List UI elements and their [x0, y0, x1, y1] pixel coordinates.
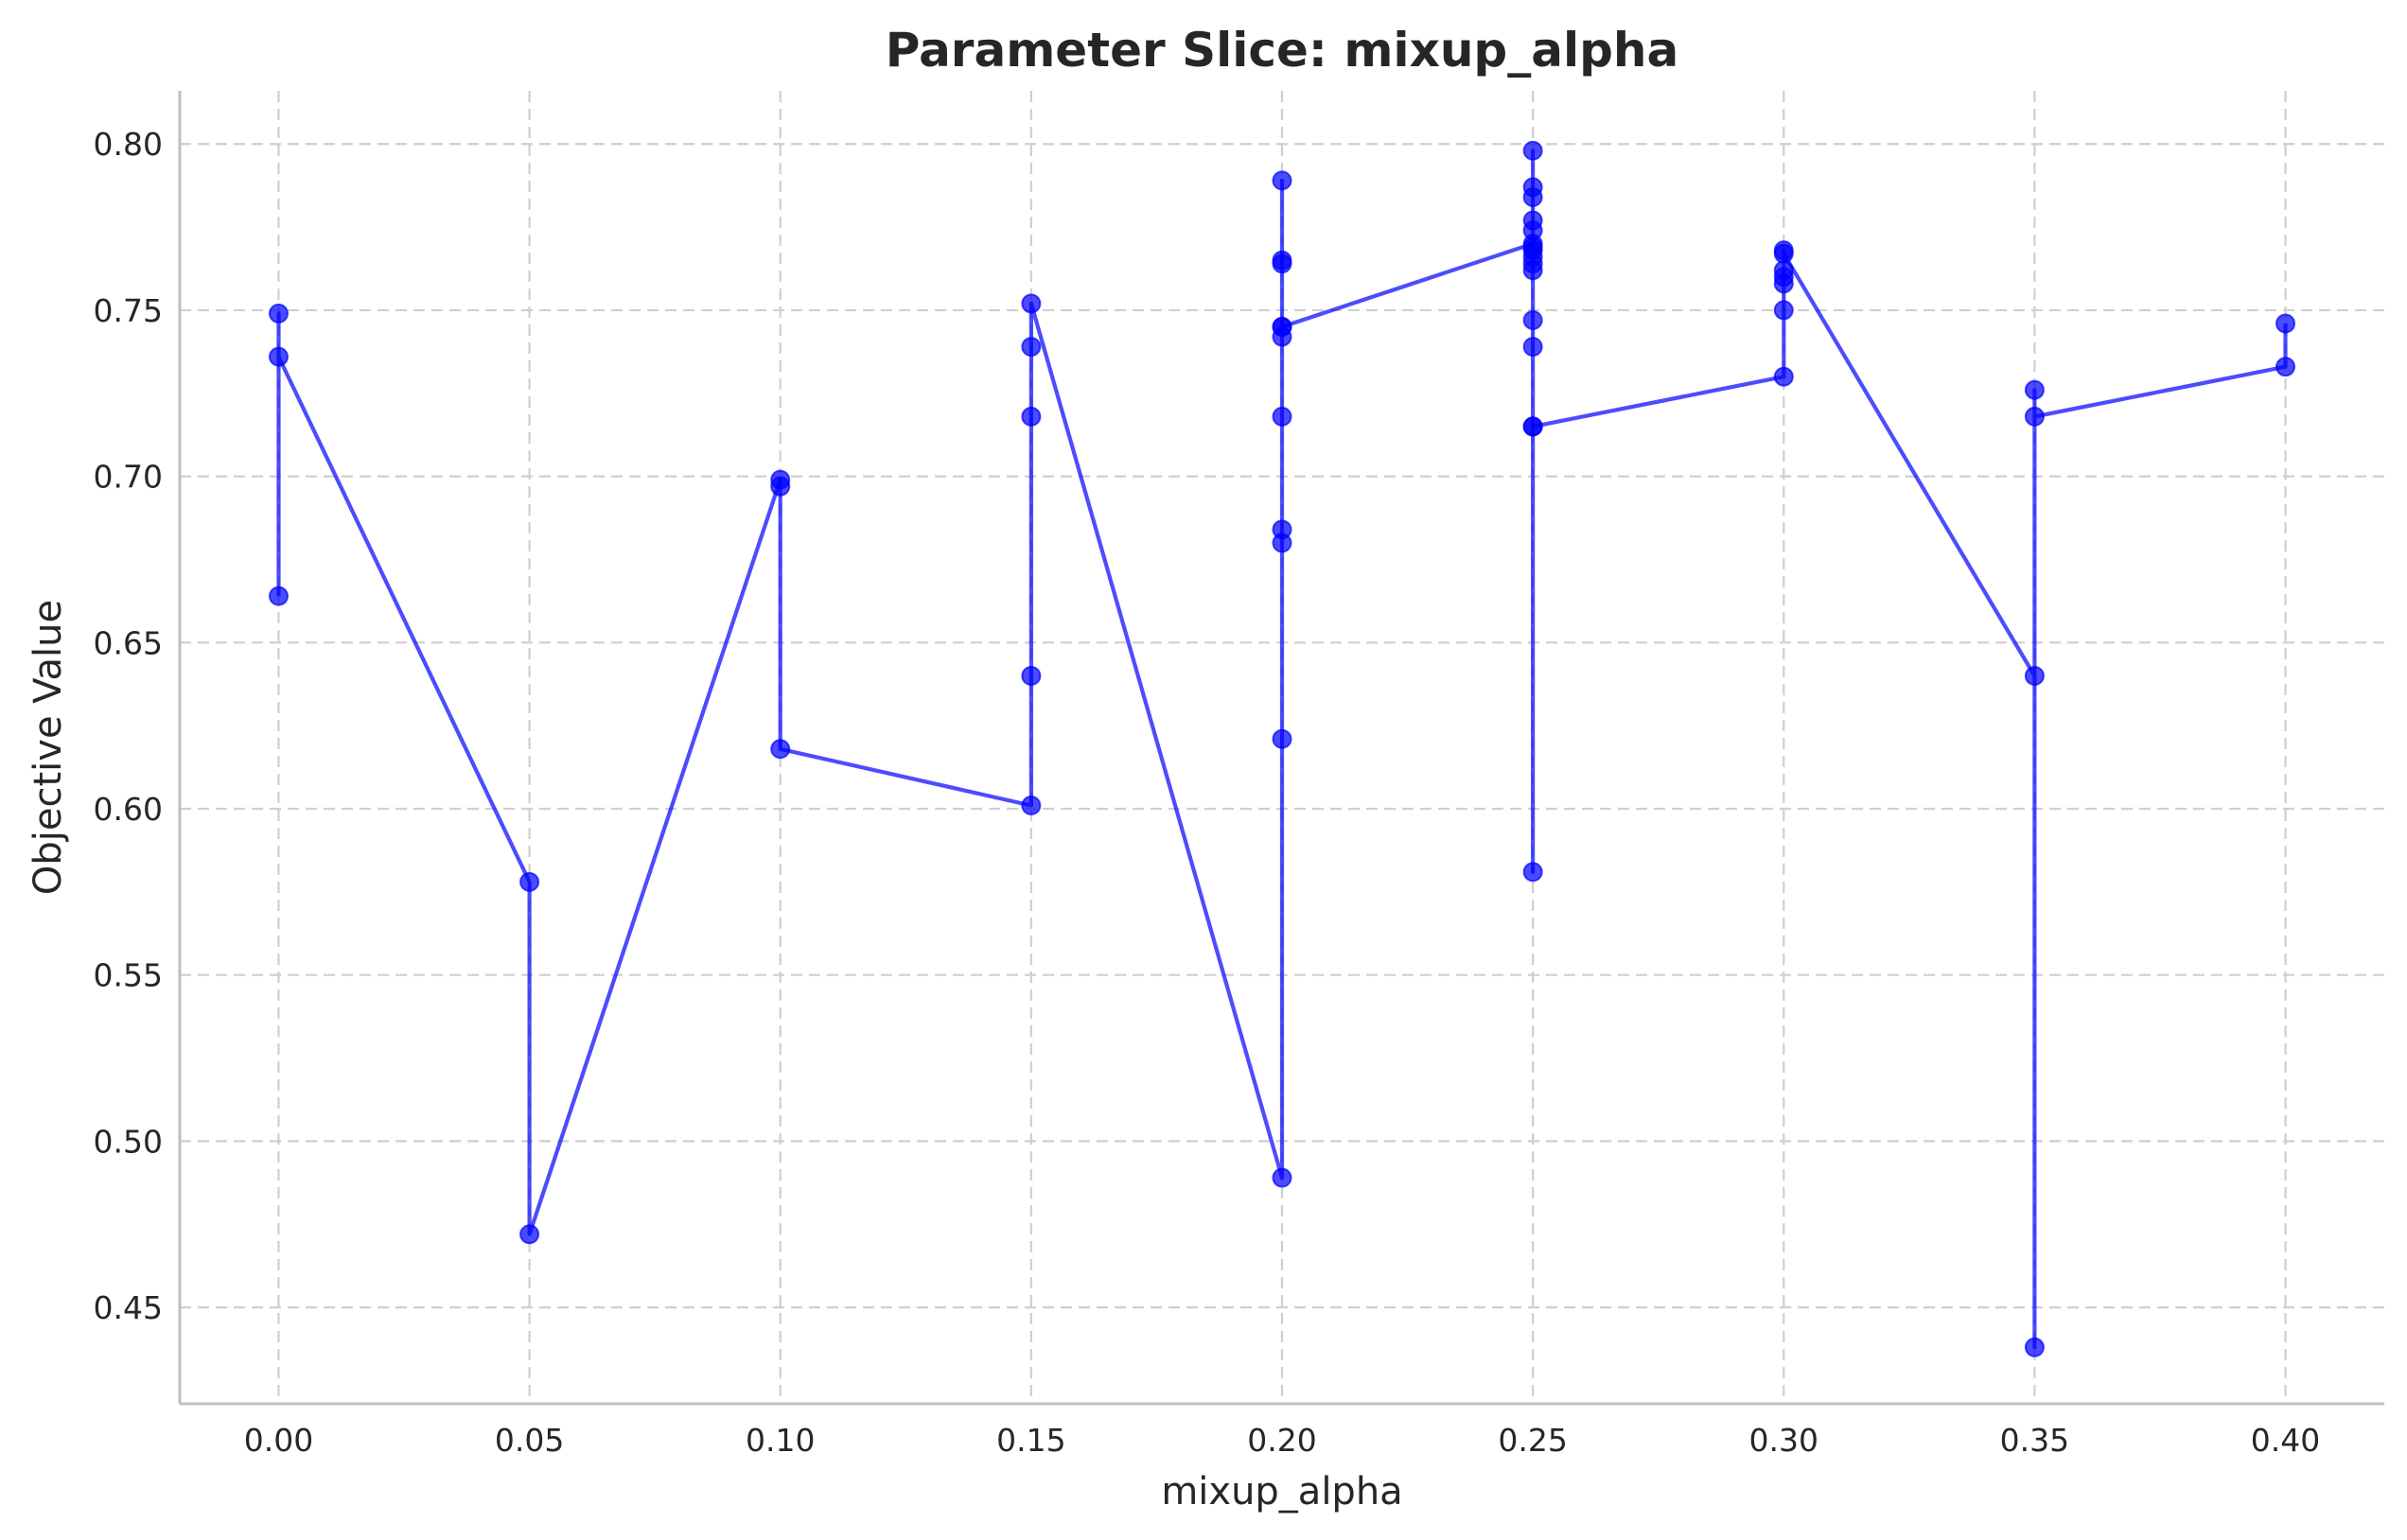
data-point — [1021, 293, 1042, 314]
chart-title: Parameter Slice: mixup_alpha — [886, 23, 1678, 78]
x-tick-label: 0.30 — [1749, 1422, 1818, 1459]
data-point — [1021, 406, 1042, 427]
data-point — [519, 871, 540, 892]
data-point — [1272, 254, 1292, 274]
data-point — [1773, 300, 1794, 321]
y-tick-label: 0.75 — [94, 292, 163, 329]
data-point — [2024, 665, 2045, 686]
data-point — [2275, 313, 2296, 334]
data-point — [1522, 236, 1543, 257]
data-point — [1021, 665, 1042, 686]
data-point — [770, 476, 791, 497]
data-point — [1773, 243, 1794, 264]
x-tick-label: 0.00 — [244, 1422, 313, 1459]
x-tick-label: 0.10 — [746, 1422, 815, 1459]
data-point — [1272, 1167, 1292, 1188]
data-point — [519, 1224, 540, 1245]
data-point — [1522, 862, 1543, 883]
y-tick-label: 0.70 — [94, 459, 163, 496]
data-point — [1522, 337, 1543, 358]
y-tick-labels: 0.45 0.50 0.55 0.60 0.65 0.70 0.75 0.80 — [94, 126, 163, 1326]
x-tick-label: 0.40 — [2251, 1422, 2320, 1459]
data-point — [1522, 260, 1543, 281]
x-tick-label: 0.35 — [2000, 1422, 2069, 1459]
y-tick-label: 0.60 — [94, 791, 163, 828]
y-tick-label: 0.65 — [94, 624, 163, 661]
data-point — [268, 303, 289, 324]
data-point — [1522, 416, 1543, 437]
data-point — [1021, 795, 1042, 815]
data-point — [1272, 519, 1292, 540]
data-point — [2024, 406, 2045, 427]
y-tick-label: 0.45 — [94, 1289, 163, 1326]
data-point — [268, 346, 289, 367]
x-tick-labels: 0.00 0.05 0.10 0.15 0.20 0.25 0.30 0.35 0.40 — [244, 1422, 2321, 1459]
data-point — [1272, 406, 1292, 427]
x-tick-label: 0.25 — [1498, 1422, 1567, 1459]
x-axis-label: mixup_alpha — [1161, 1470, 1402, 1514]
data-point — [1272, 316, 1292, 337]
y-axis-label: Objective Value — [26, 600, 70, 895]
data-point — [1522, 220, 1543, 241]
y-tick-label: 0.80 — [94, 126, 163, 163]
x-tick-label: 0.05 — [495, 1422, 564, 1459]
data-point — [1773, 260, 1794, 281]
data-point — [1272, 170, 1292, 191]
y-tick-label: 0.55 — [94, 957, 163, 994]
data-point — [1522, 140, 1543, 161]
data-point — [2024, 1337, 2045, 1357]
data-point — [268, 586, 289, 606]
series — [268, 140, 2296, 1357]
data-point — [1272, 728, 1292, 749]
data-point — [2024, 379, 2045, 400]
data-point — [1773, 366, 1794, 387]
data-point — [2275, 357, 2296, 377]
data-point — [770, 739, 791, 760]
x-tick-label: 0.15 — [996, 1422, 1065, 1459]
data-point — [1021, 337, 1042, 358]
data-point — [1522, 186, 1543, 207]
x-tick-label: 0.20 — [1247, 1422, 1316, 1459]
y-tick-label: 0.50 — [94, 1123, 163, 1160]
data-point — [1522, 309, 1543, 330]
